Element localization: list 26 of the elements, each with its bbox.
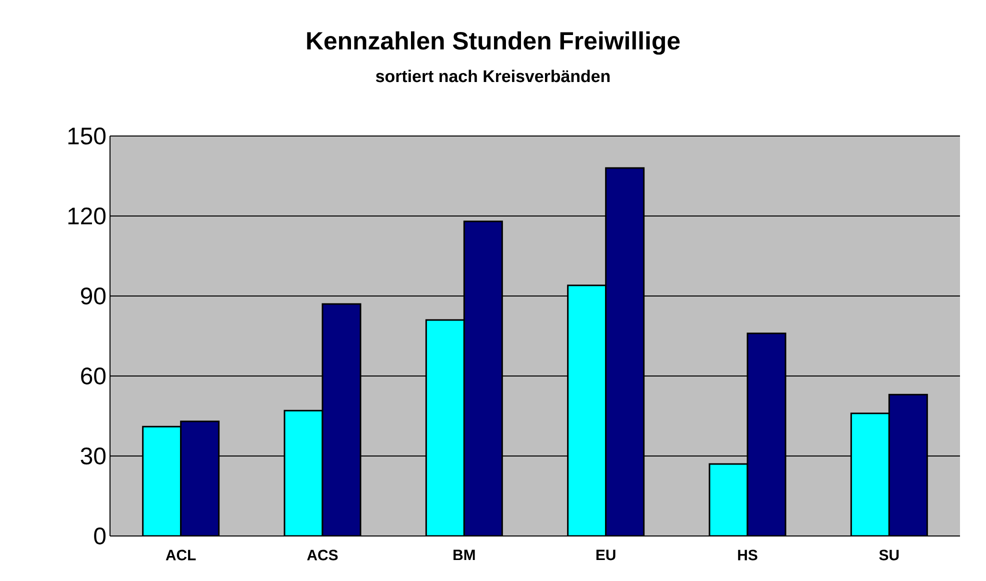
bar: [708, 463, 748, 536]
y-tick-label: 60: [81, 368, 106, 384]
bar: [567, 284, 607, 536]
chart-subtitle: sortiert nach Kreisverbänden: [376, 70, 610, 82]
x-tick-label: EU: [596, 550, 616, 560]
y-tick-label: 0: [94, 528, 106, 544]
bar: [425, 319, 465, 536]
bar: [746, 332, 786, 536]
y-tick-label: 30: [80, 448, 106, 464]
y-tick-label: 90: [81, 288, 106, 304]
x-tick-label: ACS: [307, 550, 338, 560]
bar: [142, 426, 182, 536]
bar: [605, 167, 645, 536]
bar: [322, 303, 362, 536]
bar: [888, 394, 928, 536]
x-tick-label: BM: [454, 550, 475, 560]
y-tick-label: 120: [68, 208, 106, 224]
bar: [180, 420, 220, 536]
bar: [463, 220, 503, 536]
y-tick-label: 150: [68, 128, 106, 144]
x-tick-label: SU: [879, 550, 899, 560]
chart-title: Kennzahlen Stunden Freiwillige: [307, 31, 680, 55]
x-tick-label: ACL: [166, 550, 196, 560]
x-tick-label: HS: [738, 550, 758, 560]
bar: [284, 410, 324, 536]
bar: [850, 412, 890, 536]
